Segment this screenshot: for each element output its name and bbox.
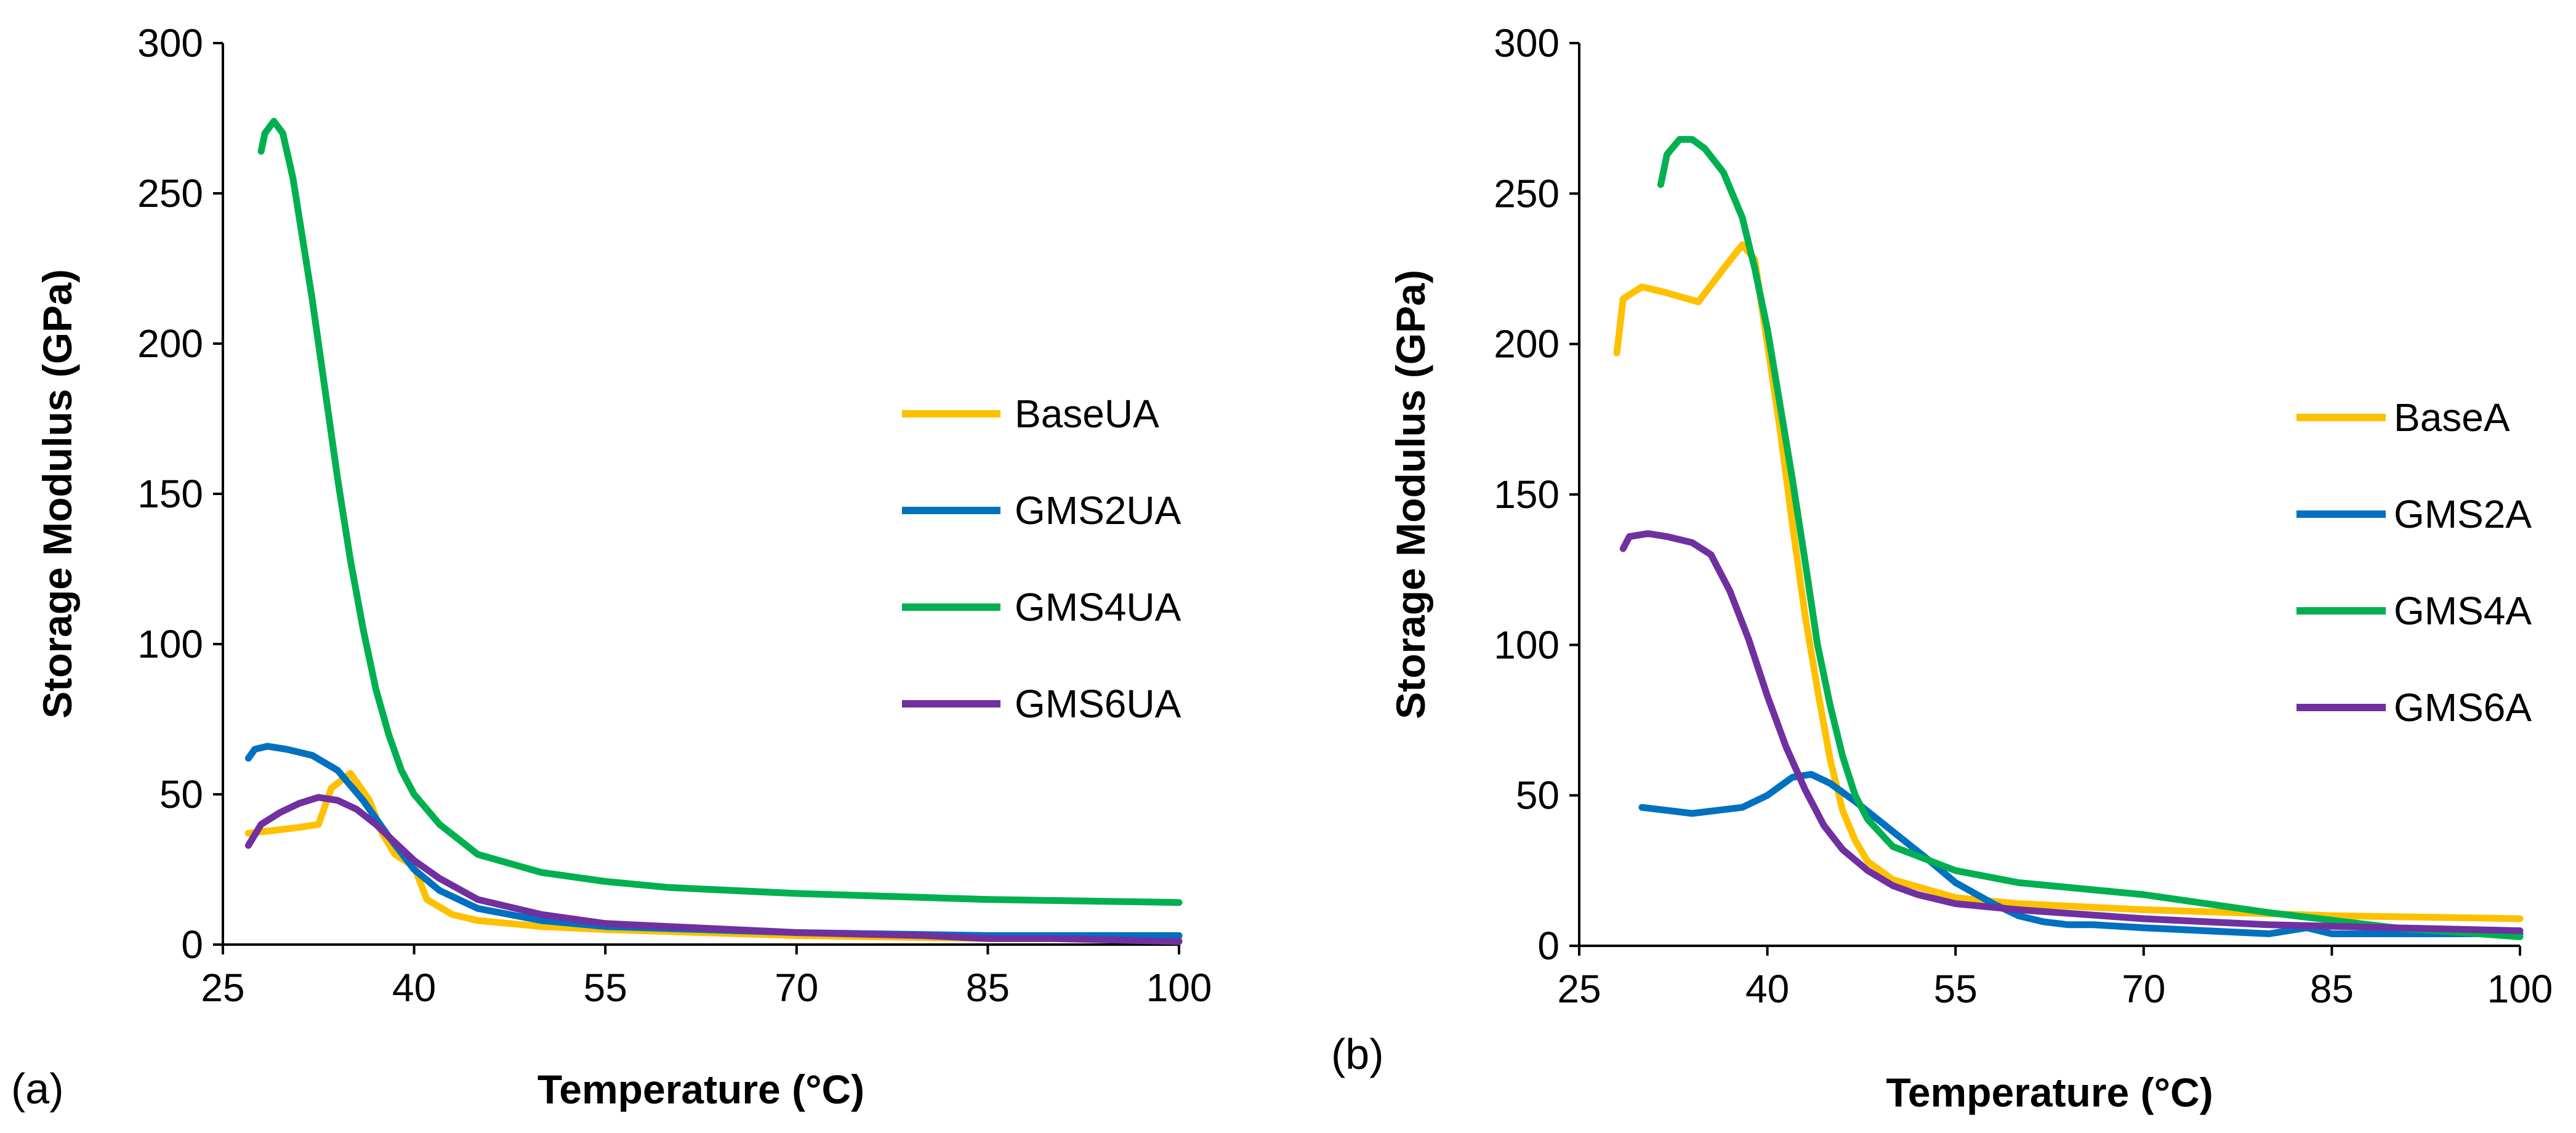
series-line-baseua <box>244 770 1183 942</box>
legend-label-gms6a: GMS6A <box>2394 685 2532 730</box>
series-line-gms4a <box>1657 135 2524 940</box>
legend-label-gms2a: GMS2A <box>2394 492 2532 536</box>
x-tick-label: 100 <box>2487 967 2553 1011</box>
x-tick-label: 85 <box>2310 967 2354 1011</box>
y-tick-label: 150 <box>137 472 203 516</box>
y-tick-label: 0 <box>1537 924 1560 968</box>
x-tick-label: 55 <box>1934 967 1978 1011</box>
legend: BaseA GMS2A GMS4A GMS6A <box>2296 395 2532 730</box>
legend-label-gms2ua: GMS2UA <box>1015 488 1181 533</box>
legend-label-gms4a: GMS4A <box>2394 589 2532 633</box>
series-line-gms4ua <box>257 118 1183 906</box>
y-tick-label: 200 <box>137 321 203 366</box>
y-tick-label: 150 <box>1494 472 1560 517</box>
x-tick-label: 70 <box>2122 967 2165 1011</box>
x-axis-title: Temperature (°C) <box>1886 1070 2213 1115</box>
y-tick-label: 250 <box>137 171 203 216</box>
x-tick-label: 70 <box>775 966 818 1010</box>
legend-label-gms4ua: GMS4UA <box>1015 585 1181 629</box>
x-axis-title: Temperature (°C) <box>537 1066 864 1112</box>
legend: BaseUA GMS2UA GMS4UA GMS6UA <box>902 392 1181 726</box>
y-tick-label: 200 <box>1494 322 1560 366</box>
series-line-gms6ua <box>244 794 1183 945</box>
y-axis-title: Storage Modulus (GPa) <box>34 269 80 719</box>
x-tick-label: 85 <box>966 966 1010 1010</box>
y-tick-label: 50 <box>159 772 203 816</box>
y-tick-label: 300 <box>137 21 203 65</box>
x-tick-label: 40 <box>392 966 436 1010</box>
legend-label-baseua: BaseUA <box>1015 392 1159 436</box>
panel-label: (b) <box>1331 1030 1384 1078</box>
chart-panel-2: 0 50 100 150 200 250 300 25 40 55 70 85 100 Storage M… <box>1331 21 2553 1115</box>
x-tick-label: 25 <box>201 966 244 1010</box>
x-tick-label: 55 <box>584 966 627 1010</box>
y-tick-label: 100 <box>137 622 203 666</box>
y-tick-label: 50 <box>1516 773 1560 818</box>
panel-label: (a) <box>11 1065 64 1113</box>
y-tick-label: 300 <box>1494 21 1560 65</box>
x-tick-label: 100 <box>1146 966 1212 1010</box>
x-tick-label: 25 <box>1557 967 1601 1011</box>
chart-panel-1: 0 50 100 150 200 250 300 25 40 55 70 85 100 Storage M… <box>11 21 1212 1113</box>
y-tick-label: 250 <box>1494 171 1560 216</box>
legend-label-basea: BaseA <box>2394 395 2510 440</box>
y-tick-label: 0 <box>181 922 203 967</box>
series-line-gms6a <box>1619 530 2524 935</box>
series-line-gms2ua <box>244 743 1183 939</box>
y-axis-title: Storage Modulus (GPa) <box>1388 270 1433 719</box>
y-tick-label: 100 <box>1494 623 1560 667</box>
x-tick-label: 40 <box>1745 967 1789 1011</box>
series-line-basea <box>1613 241 2524 922</box>
legend-label-gms6ua: GMS6UA <box>1015 682 1181 726</box>
series-line-gms2a <box>1638 771 2524 937</box>
